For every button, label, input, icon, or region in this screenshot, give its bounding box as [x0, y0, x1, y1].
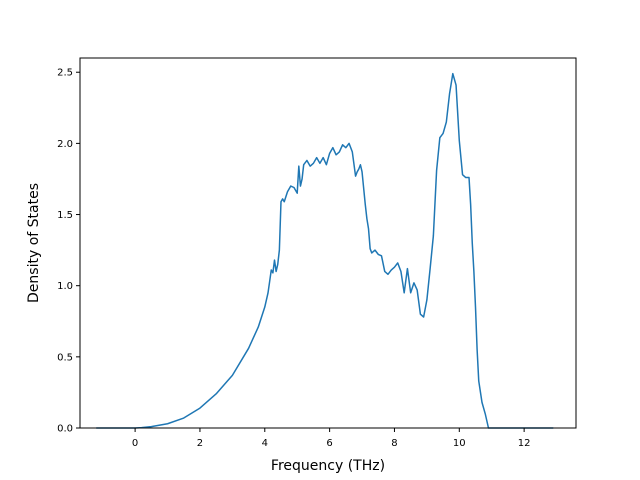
- y-tick-label: 2.5: [57, 68, 73, 79]
- series-line-0: [96, 72, 554, 429]
- x-axis: 0 2 4 6 8 10 12: [132, 428, 531, 449]
- x-tick-label: 8: [391, 438, 397, 449]
- y-tick-label: 1.5: [57, 210, 73, 221]
- y-axis: 0.0 0.5 1.0 1.5 2.0 2.5: [57, 68, 80, 435]
- x-tick-label: 0: [132, 438, 138, 449]
- x-axis-label: Frequency (THz): [271, 458, 385, 474]
- x-tick-label: 6: [326, 438, 332, 449]
- plot-frame: [79, 57, 577, 429]
- y-tick-label: 0.5: [57, 352, 73, 363]
- plot-line-layer: [96, 72, 554, 429]
- y-tick-label: 2.0: [57, 139, 73, 150]
- x-tick-label: 4: [262, 438, 268, 449]
- y-tick-label: 0.0: [57, 424, 73, 435]
- y-tick-label: 1.0: [57, 281, 73, 292]
- x-tick-label: 10: [453, 438, 466, 449]
- x-tick-label: 2: [197, 438, 203, 449]
- x-tick-label: 12: [518, 438, 531, 449]
- y-axis-label: Density of States: [26, 183, 42, 303]
